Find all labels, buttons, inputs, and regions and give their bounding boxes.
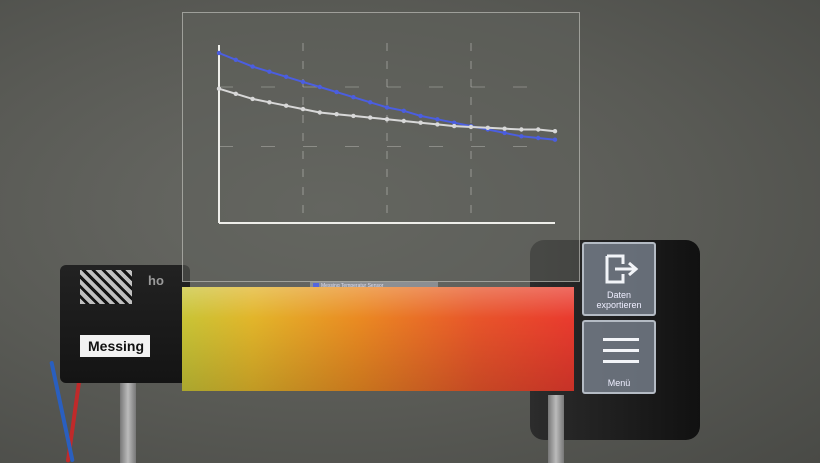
- data-point: [502, 126, 507, 131]
- data-point: [233, 57, 238, 62]
- data-point: [536, 127, 541, 132]
- data-point: [317, 84, 322, 90]
- data-point: [418, 120, 423, 125]
- data-point: [384, 117, 390, 122]
- data-point: [452, 120, 457, 125]
- export-data-button[interactable]: Daten exportieren: [582, 242, 656, 316]
- data-point: [233, 91, 238, 97]
- data-point: [334, 112, 339, 117]
- data-point: [284, 74, 289, 79]
- export-button-label: Daten exportieren: [596, 290, 642, 310]
- data-point: [401, 108, 406, 114]
- data-point: [552, 129, 558, 134]
- data-point: [519, 134, 524, 139]
- data-point: [435, 122, 440, 127]
- series-line-2: [218, 87, 556, 133]
- menu-button-label: Menü: [607, 378, 631, 388]
- data-point: [368, 115, 373, 120]
- left-support-post: [120, 380, 136, 463]
- data-point: [485, 125, 490, 130]
- data-point: [401, 118, 406, 124]
- data-point: [351, 95, 356, 100]
- heat-gradient-rod: [182, 287, 574, 391]
- data-point: [384, 105, 390, 110]
- data-point: [334, 89, 339, 95]
- data-point: [519, 127, 524, 132]
- data-point: [250, 96, 255, 102]
- data-point: [536, 135, 541, 141]
- data-point: [267, 69, 272, 74]
- export-icon: [605, 254, 639, 284]
- right-support-post: [548, 395, 564, 463]
- data-point: [468, 124, 474, 130]
- data-point: [300, 106, 306, 112]
- clamp-text: ho: [148, 273, 164, 288]
- qr-marker: [80, 270, 132, 304]
- sample-label: Messing: [80, 335, 150, 357]
- data-point: [216, 50, 222, 56]
- data-point: [418, 113, 423, 119]
- holo-chart-panel: [182, 12, 580, 282]
- data-point: [317, 110, 322, 115]
- left-clamp-block: ho: [60, 265, 190, 383]
- data-point: [351, 113, 356, 119]
- data-point: [250, 64, 255, 69]
- data-point: [267, 100, 272, 105]
- data-point: [368, 100, 373, 105]
- data-point: [502, 130, 507, 136]
- temperature-chart: [216, 43, 558, 224]
- data-point: [284, 103, 289, 108]
- data-point: [452, 123, 457, 129]
- hamburger-menu-icon: [603, 338, 639, 363]
- chart-legend: Messing Temperatur Sensor: [310, 282, 438, 290]
- data-point: [435, 117, 440, 122]
- data-point: [216, 86, 222, 91]
- menu-button[interactable]: Menü: [582, 320, 656, 394]
- legend-text: Messing Temperatur Sensor: [321, 283, 384, 289]
- data-point: [552, 137, 558, 142]
- data-point: [300, 79, 306, 85]
- legend-swatch: [313, 283, 319, 289]
